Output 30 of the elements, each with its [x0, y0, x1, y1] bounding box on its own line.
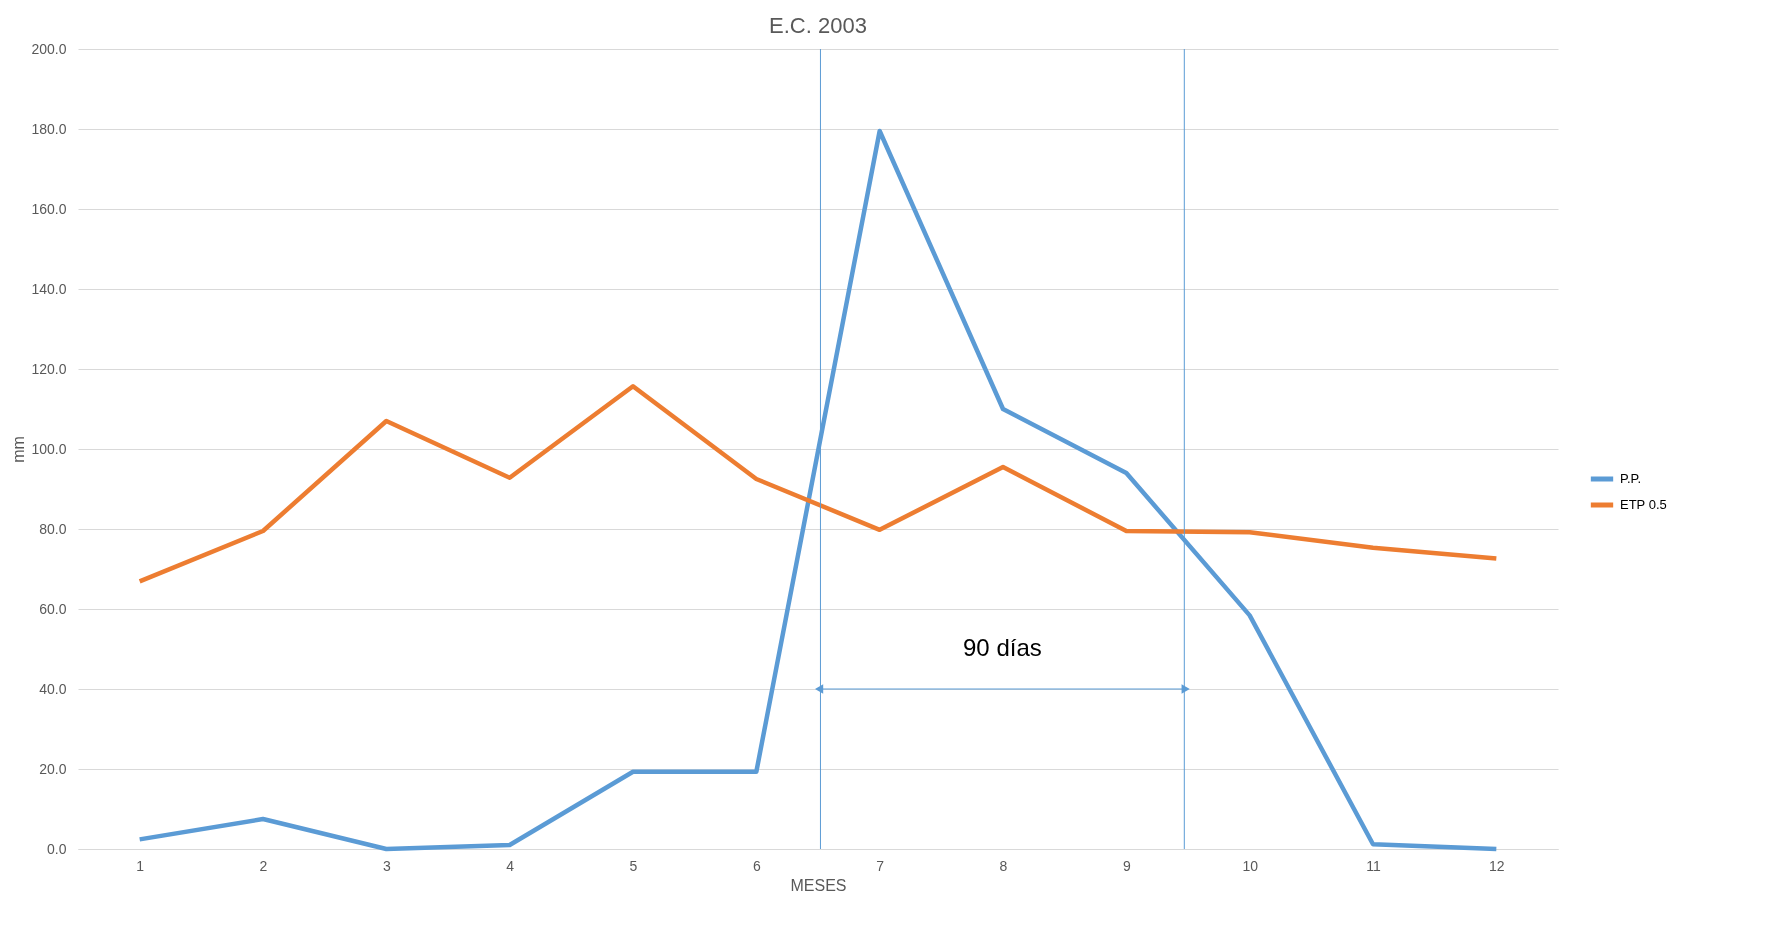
y-tick-label: 140.0	[31, 280, 67, 297]
legend-label: P.P.	[1620, 471, 1642, 486]
x-tick-label: 8	[999, 857, 1008, 874]
y-tick-label: 120.0	[31, 360, 67, 377]
x-tick-label: 7	[876, 857, 885, 874]
x-tick-label: 6	[752, 857, 761, 874]
y-tick-label: 20.0	[39, 760, 67, 777]
x-tick-label: 12	[1489, 857, 1505, 874]
y-tick-label: 200.0	[31, 40, 67, 57]
y-tick-label: 60.0	[39, 600, 67, 617]
y-axis-title: mm	[10, 436, 28, 463]
x-tick-label: 4	[506, 857, 515, 874]
x-tick-label: 11	[1366, 857, 1381, 874]
y-tick-label: 0.0	[47, 840, 67, 857]
y-tick-label: 100.0	[31, 440, 67, 457]
x-tick-label: 3	[382, 857, 391, 874]
y-tick-label: 40.0	[39, 680, 67, 697]
x-tick-label: 9	[1122, 857, 1131, 874]
x-tick-label: 1	[136, 857, 145, 874]
y-tick-label: 80.0	[39, 520, 67, 537]
line-series	[137, 383, 1499, 584]
x-axis-title: MESES	[790, 876, 847, 894]
chart-title: E.C. 2003	[769, 13, 867, 38]
x-tick-label: 10	[1242, 857, 1259, 874]
x-tick-label: 5	[629, 857, 638, 874]
legend-label: ETP 0.5	[1620, 497, 1667, 512]
y-tick-label: 180.0	[31, 120, 67, 137]
x-tick-label: 2	[259, 857, 268, 874]
y-tick-label: 160.0	[31, 200, 67, 217]
annotation: 90 días	[963, 634, 1042, 661]
